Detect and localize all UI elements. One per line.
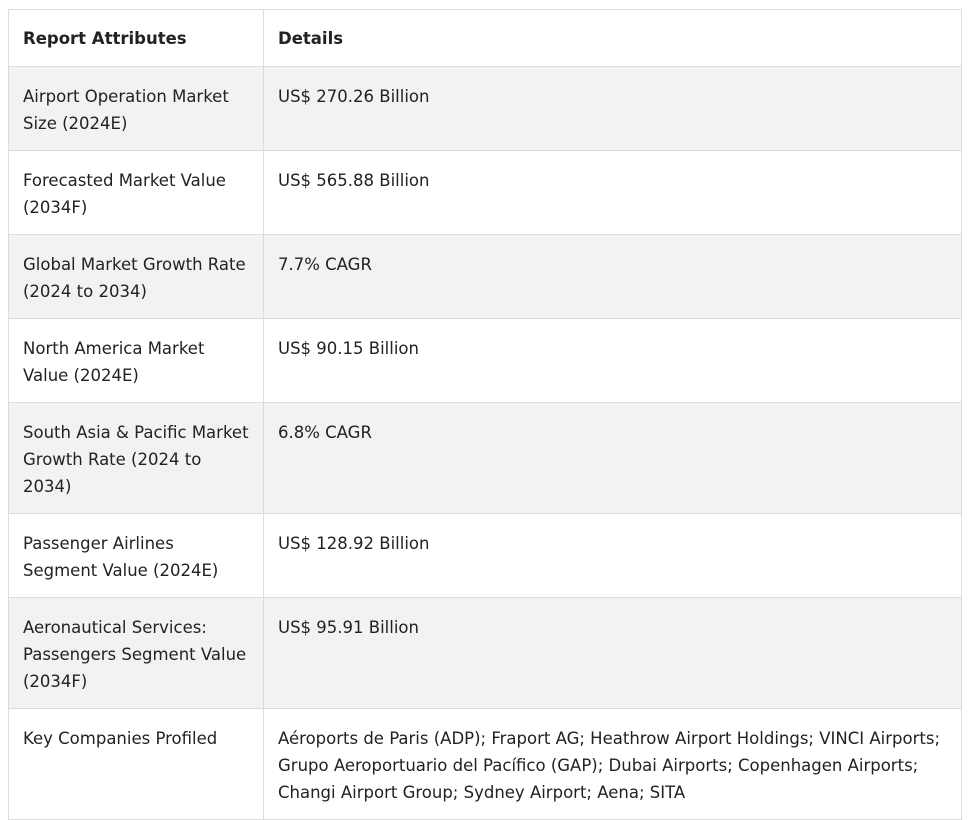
attribute-cell: Airport Operation Market Size (2024E): [8, 66, 264, 151]
attribute-cell: Key Companies Profiled: [8, 708, 264, 820]
report-attributes-table: Report Attributes Details Airport Operat…: [8, 9, 962, 820]
table-row: Key Companies Profiled Aéroports de Pari…: [8, 708, 962, 820]
table-row: Airport Operation Market Size (2024E) US…: [8, 66, 962, 151]
attribute-cell: Forecasted Market Value (2034F): [8, 150, 264, 235]
attribute-cell: North America Market Value (2024E): [8, 318, 264, 403]
report-attributes-table-container: Report Attributes Details Airport Operat…: [8, 9, 962, 820]
detail-cell: US$ 128.92 Billion: [263, 513, 962, 598]
attribute-cell: Passenger Airlines Segment Value (2024E): [8, 513, 264, 598]
table-row: Global Market Growth Rate (2024 to 2034)…: [8, 234, 962, 319]
detail-cell: US$ 90.15 Billion: [263, 318, 962, 403]
table-row: Aeronautical Services: Passengers Segmen…: [8, 597, 962, 709]
attribute-cell: South Asia & Pacific Market Growth Rate …: [8, 402, 264, 514]
attribute-cell: Global Market Growth Rate (2024 to 2034): [8, 234, 264, 319]
column-header-attributes: Report Attributes: [8, 9, 264, 67]
table-header-row: Report Attributes Details: [8, 9, 962, 67]
detail-cell: US$ 270.26 Billion: [263, 66, 962, 151]
table-row: Forecasted Market Value (2034F) US$ 565.…: [8, 150, 962, 235]
detail-cell: US$ 565.88 Billion: [263, 150, 962, 235]
attribute-cell: Aeronautical Services: Passengers Segmen…: [8, 597, 264, 709]
table-row: North America Market Value (2024E) US$ 9…: [8, 318, 962, 403]
detail-cell: 6.8% CAGR: [263, 402, 962, 514]
column-header-details: Details: [263, 9, 962, 67]
table-row: Passenger Airlines Segment Value (2024E)…: [8, 513, 962, 598]
detail-cell: 7.7% CAGR: [263, 234, 962, 319]
table-row: South Asia & Pacific Market Growth Rate …: [8, 402, 962, 514]
detail-cell: Aéroports de Paris (ADP); Fraport AG; He…: [263, 708, 962, 820]
detail-cell: US$ 95.91 Billion: [263, 597, 962, 709]
